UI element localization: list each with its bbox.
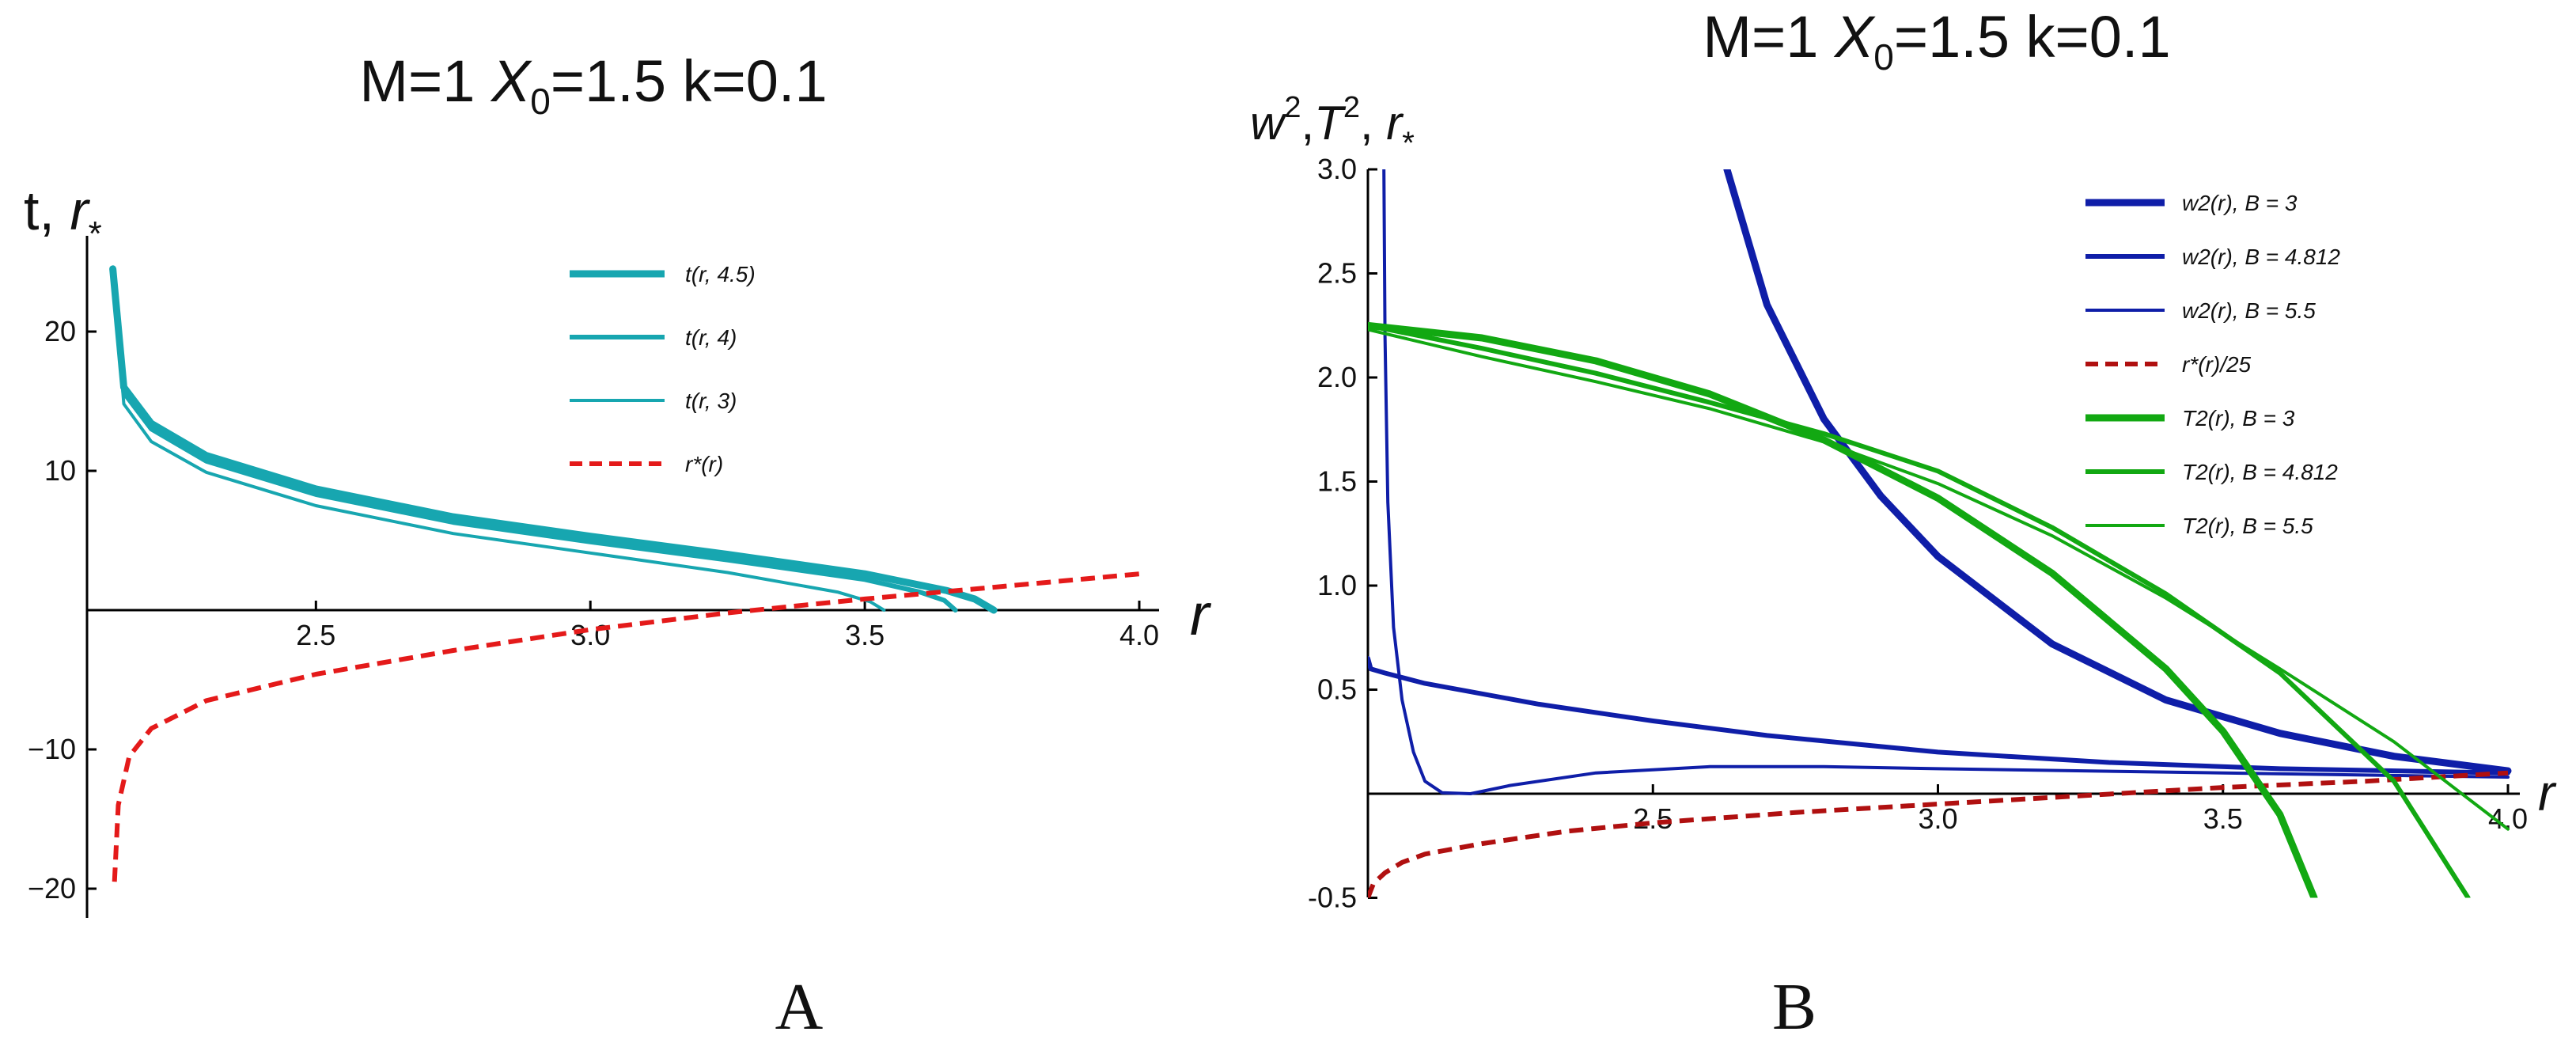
panel-a-y-tick-label: −20: [28, 872, 76, 905]
panel-b-y-tick-label: 2.0: [1317, 361, 1357, 393]
series-w2-r-b-4-812: [1368, 656, 2510, 776]
panel-a-plot: 2.5 3.0 3.5 4.0 20 10 −10 −20: [28, 236, 1159, 918]
panel-a-y-tick-label: 20: [44, 315, 76, 347]
panel-b-x-tick-label: 3.5: [2203, 802, 2243, 835]
figure-label-b: B: [1772, 970, 1816, 1043]
panel-b-x-tick-label: 2.5: [1633, 802, 1673, 835]
panel-b-legend: w2(r), B = 3 w2(r), B = 4.812 w2(r), B = 5…: [2085, 191, 2340, 538]
panel-b: 2.5 3.0 3.5 4.03.02.52.01.51.00.5-0.5 M=1 X…: [1250, 4, 2557, 914]
series-t-r-4-5: [109, 265, 998, 614]
legend-label-r-r: r*(r): [685, 452, 723, 476]
legend-label-w2-r-b-3: w2(r), B = 3: [2182, 191, 2298, 215]
series-w2-r-b-5-5: [1382, 169, 2510, 795]
panel-a-x-tick-label: 2.5: [296, 619, 335, 651]
panel-b-y-tick-label: 1.5: [1317, 465, 1357, 498]
panel-a-x-tick-label: 4.0: [1119, 619, 1159, 651]
series-r-r: [112, 571, 1140, 882]
legend-label-t2-r-b-4-812: T2(r), B = 4.812: [2182, 460, 2338, 484]
panel-a-x-tick-label: 3.5: [845, 619, 885, 651]
series-t-r-3: [111, 267, 886, 612]
panel-b-ylabel: w2,T2, r*: [1250, 91, 1415, 161]
panel-b-y-tick-label: 0.5: [1317, 673, 1357, 706]
legend-label-t2-r-b-3: T2(r), B = 3: [2182, 406, 2295, 430]
legend-label-t-r-3: t(r, 3): [685, 389, 737, 413]
panel-b-xlabel: r: [2538, 764, 2557, 821]
series-t-r-4: [110, 266, 958, 613]
panel-b-plot: 2.5 3.0 3.5 4.03.02.52.01.51.00.5-0.5: [1308, 153, 2528, 914]
panel-b-y-tick-label: 2.5: [1317, 257, 1357, 290]
panel-a-x-tick-label: 3.0: [570, 619, 610, 651]
panel-a-y-tick-label: −10: [28, 733, 76, 765]
legend-label-t-r-4-5: t(r, 4.5): [685, 262, 756, 286]
legend-label-t2-r-b-5-5: T2(r), B = 5.5: [2182, 514, 2313, 538]
series-t2-r-b-3: [1368, 321, 2318, 898]
panel-a-legend: t(r, 4.5) t(r, 4) t(r, 3) r*(r): [570, 262, 756, 476]
series-t2-r-b-5-5: [1368, 328, 2510, 831]
panel-a-ylabel: t, r*: [24, 180, 102, 253]
panel-a-y-tick-label: 10: [44, 454, 76, 487]
series-t2-r-b-4-812: [1368, 323, 2471, 898]
panel-a-title: M=1 X0=1.5 k=0.1: [359, 48, 827, 122]
legend-label-w2-r-b-4-812: w2(r), B = 4.812: [2182, 245, 2340, 269]
series-w2-r-b-3: [1723, 169, 2512, 775]
panel-b-x-tick-label: 3.0: [1918, 802, 1957, 835]
panel-b-y-tick-label: -0.5: [1308, 882, 1357, 914]
panel-a-xlabel: r: [1190, 582, 1212, 647]
legend-label-r-r-25: r*(r)/25: [2182, 352, 2252, 377]
panel-b-title: M=1 X0=1.5 k=0.1: [1703, 4, 2170, 78]
legend-label-t-r-4: t(r, 4): [685, 325, 737, 350]
panel-b-y-tick-label: 3.0: [1317, 153, 1357, 185]
figure-label-a: A: [775, 970, 824, 1043]
legend-label-w2-r-b-5-5: w2(r), B = 5.5: [2182, 298, 2316, 323]
series-r-r-25: [1368, 770, 2509, 898]
panel-b-y-tick-label: 1.0: [1317, 569, 1357, 601]
